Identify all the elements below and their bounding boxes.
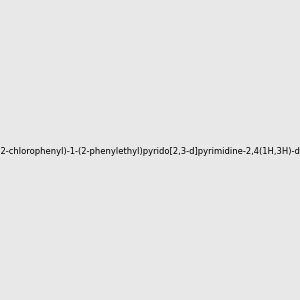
Text: 5-(2-chlorophenyl)-1-(2-phenylethyl)pyrido[2,3-d]pyrimidine-2,4(1H,3H)-dione: 5-(2-chlorophenyl)-1-(2-phenylethyl)pyri… bbox=[0, 147, 300, 156]
